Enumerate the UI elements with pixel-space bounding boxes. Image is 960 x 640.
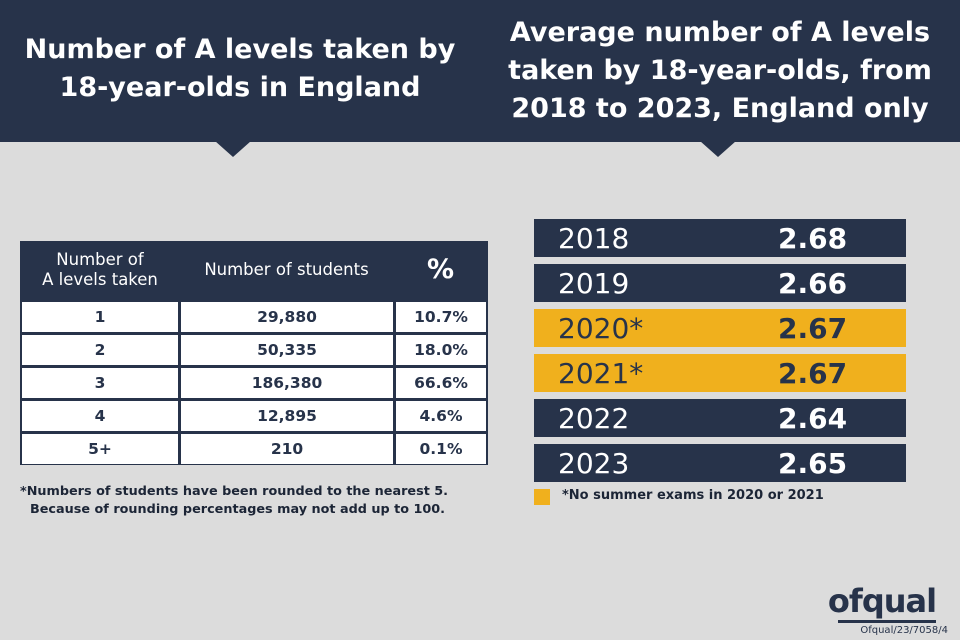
average-value: 2.65	[778, 446, 848, 480]
a-levels-table: Number of A levels taken Number of stude…	[20, 241, 488, 465]
left-title: Number of A levels taken by 18-year-olds…	[24, 34, 456, 103]
year-label: 2019	[558, 266, 630, 300]
cell-students: 186,380	[181, 368, 393, 398]
header-number-of-students: Number of students	[204, 260, 369, 279]
cell-students: 50,335	[181, 335, 393, 365]
average-row-2020: 2020* 2.67	[534, 309, 906, 347]
cell-students: 210	[181, 434, 393, 464]
logo-underline	[838, 620, 936, 623]
table-row: 5+ 210 0.1%	[20, 434, 488, 464]
cell-a-levels: 5+	[22, 434, 178, 464]
cell-a-levels: 3	[22, 368, 178, 398]
table-row: 3 186,380 66.6%	[20, 368, 488, 398]
cell-percent: 4.6%	[396, 401, 486, 431]
table-row: 2 50,335 18.0%	[20, 335, 488, 365]
average-row-2021: 2021* 2.67	[534, 354, 906, 392]
right-title-pointer	[700, 141, 736, 157]
cell-percent: 18.0%	[396, 335, 486, 365]
cell-percent: 10.7%	[396, 302, 486, 332]
average-value: 2.64	[778, 401, 848, 435]
cell-a-levels: 1	[22, 302, 178, 332]
average-row-2018: 2018 2.68	[534, 219, 906, 257]
average-value: 2.67	[778, 356, 848, 390]
header-percent: %	[426, 254, 455, 285]
cell-students: 12,895	[181, 401, 393, 431]
footnote-line: Because of rounding percentages may not …	[30, 502, 446, 517]
cell-percent: 66.6%	[396, 368, 486, 398]
rounding-footnote: *Numbers of students have been rounded t…	[20, 483, 490, 519]
average-value: 2.67	[778, 311, 848, 345]
average-row-2019: 2019 2.66	[534, 264, 906, 302]
year-label: 2018	[558, 221, 630, 255]
table-header: Number of A levels taken Number of stude…	[20, 241, 488, 299]
left-title-pointer	[215, 141, 251, 157]
average-row-2023: 2023 2.65	[534, 444, 906, 482]
legend-text: *No summer exams in 2020 or 2021	[562, 488, 824, 503]
header-a-levels-taken: Number of A levels taken	[42, 250, 158, 289]
footnote-line: *Numbers of students have been rounded t…	[20, 484, 449, 499]
average-value: 2.68	[778, 221, 848, 255]
header-banner	[0, 0, 960, 142]
average-value: 2.66	[778, 266, 848, 300]
cell-a-levels: 2	[22, 335, 178, 365]
year-label: 2023	[558, 446, 630, 480]
average-row-2022: 2022 2.64	[534, 399, 906, 437]
cell-percent: 0.1%	[396, 434, 486, 464]
year-label: 2021*	[558, 356, 644, 390]
table-row: 1 29,880 10.7%	[20, 302, 488, 332]
year-label: 2020*	[558, 311, 644, 345]
legend-swatch	[534, 489, 550, 505]
year-label: 2022	[558, 401, 630, 435]
cell-students: 29,880	[181, 302, 393, 332]
cell-a-levels: 4	[22, 401, 178, 431]
reference-code: Ofqual/23/7058/4	[860, 625, 948, 636]
table-row: 4 12,895 4.6%	[20, 401, 488, 431]
ofqual-logo: ofqual	[827, 582, 937, 620]
right-title: Average number of A levels taken by 18-y…	[508, 17, 932, 124]
